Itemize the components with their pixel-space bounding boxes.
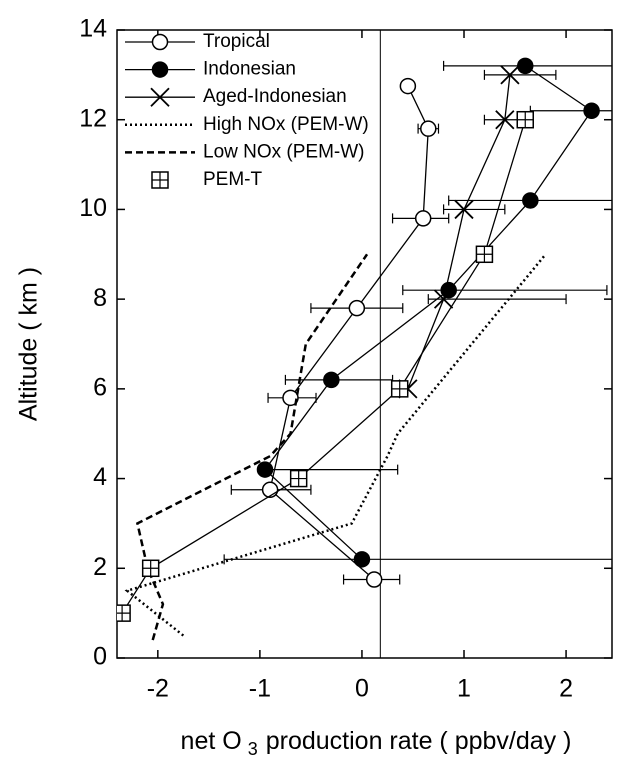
data-point — [433, 289, 454, 309]
legend-label: Indonesian — [203, 59, 296, 80]
series-line — [121, 119, 526, 614]
marker-shape — [399, 77, 417, 95]
data-point — [495, 110, 515, 130]
legend-marker — [151, 61, 169, 78]
marker-shape — [151, 33, 169, 51]
legend-label: PEM-T — [203, 169, 263, 190]
data-point — [323, 371, 340, 389]
marker-shape — [440, 281, 457, 299]
marker-shape — [391, 380, 408, 397]
marker-shape — [420, 120, 437, 137]
legend-label: High NOx (PEM-W) — [203, 114, 369, 135]
marker-shape — [348, 299, 366, 317]
legend-label: Aged-Indonesian — [203, 86, 347, 107]
data-point — [256, 461, 274, 478]
data-point — [353, 551, 371, 568]
marker-shape — [256, 461, 274, 478]
marker-shape — [433, 289, 454, 309]
legend-marker — [150, 87, 170, 107]
marker-shape — [261, 481, 279, 499]
y-axis-title: Altitude ( km ) — [15, 267, 43, 421]
marker-shape — [454, 199, 474, 220]
error-bar — [529, 105, 612, 116]
legend-label: Low NOx (PEM-W) — [203, 141, 365, 162]
y-tick-label: 14 — [79, 15, 107, 43]
x-axis-title: net O 3 production rate ( ppbv/day ) — [181, 727, 572, 759]
series-line — [124, 253, 547, 637]
y-tick-label: 2 — [93, 553, 107, 581]
marker-shape — [517, 111, 534, 128]
marker-shape — [414, 210, 432, 227]
marker-shape — [290, 470, 307, 487]
data-point — [399, 77, 417, 95]
data-point — [583, 102, 600, 119]
x-axis-title-part: 3 — [248, 739, 258, 759]
error-bar — [223, 554, 612, 565]
marker-shape — [476, 246, 493, 263]
data-point — [261, 481, 279, 499]
marker-shape — [142, 560, 159, 577]
marker-shape — [323, 371, 340, 389]
legend-marker — [151, 171, 169, 189]
data-point — [365, 571, 383, 588]
data-point — [420, 120, 437, 137]
x-tick-label: -1 — [249, 675, 271, 703]
error-bar — [483, 69, 557, 80]
plot-area — [117, 30, 612, 658]
data-point — [475, 245, 494, 264]
y-tick-label: 10 — [79, 194, 107, 222]
x-axis-title-part: production rate ( ppbv/day ) — [266, 727, 572, 755]
data-point — [390, 380, 409, 398]
y-tick-label: 12 — [79, 104, 107, 132]
x-tick-label: 2 — [559, 675, 573, 703]
data-point — [348, 299, 366, 317]
data-point — [440, 281, 457, 299]
marker-shape — [500, 65, 520, 85]
marker-shape — [152, 172, 168, 188]
marker-shape — [117, 605, 131, 622]
x-tick-label: -2 — [147, 675, 169, 703]
data-point — [516, 110, 534, 129]
legend-marker — [151, 33, 169, 51]
data-point — [141, 559, 160, 578]
marker-shape — [495, 110, 515, 130]
y-tick-label: 4 — [93, 463, 107, 491]
marker-shape — [583, 102, 600, 119]
error-bar — [264, 464, 399, 475]
data-point — [522, 192, 539, 209]
error-bar — [442, 204, 506, 215]
marker-shape — [151, 61, 169, 78]
y-tick-label: 6 — [93, 373, 107, 401]
series-line — [135, 253, 369, 641]
error-bar — [402, 285, 608, 296]
data-point — [516, 57, 534, 75]
marker-shape — [282, 389, 299, 407]
series-line — [407, 74, 511, 390]
data-point — [117, 604, 131, 622]
x-tick-label: 0 — [355, 675, 369, 703]
y-tick-label: 0 — [93, 643, 107, 671]
data-point — [500, 65, 520, 85]
plot-frame — [116, 29, 613, 659]
data-point — [414, 210, 432, 227]
y-tick-label: 8 — [93, 284, 107, 312]
data-point — [282, 389, 299, 407]
legend-label: Tropical — [203, 31, 270, 52]
data-point — [454, 199, 474, 220]
marker-shape — [516, 57, 534, 75]
marker-shape — [522, 192, 539, 209]
marker-shape — [365, 571, 383, 588]
x-axis-title-part: net O — [181, 727, 242, 755]
data-point — [289, 469, 308, 488]
error-bar — [427, 294, 567, 305]
marker-shape — [150, 87, 170, 107]
marker-shape — [353, 551, 371, 568]
x-tick-label: 1 — [457, 675, 471, 703]
